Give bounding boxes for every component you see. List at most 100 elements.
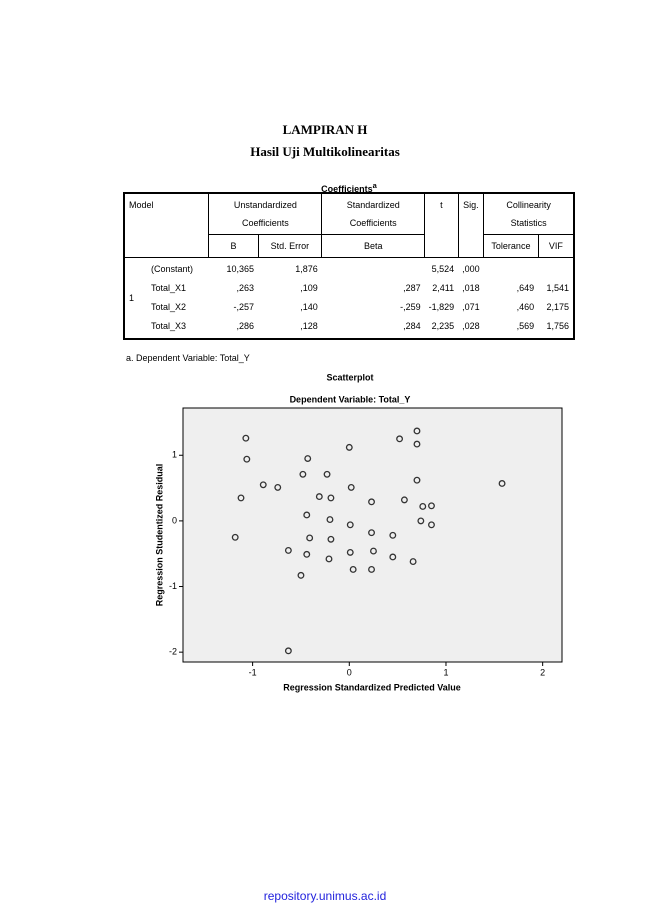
point [326,516,334,524]
x-tick-label: 2 [540,667,545,677]
point [325,555,333,563]
point [259,481,267,489]
point [413,476,421,484]
point [346,521,354,529]
th: Std. Error [257,234,323,258]
chart-title: Scatterplot [326,372,373,382]
y-tick-label: 0 [172,515,177,525]
cell: 10,365 [226,264,255,274]
point [428,521,435,529]
point [389,553,397,561]
point [417,517,425,525]
point [274,483,282,491]
cell: 1,876 [295,264,318,274]
th: Beta [321,234,426,258]
cell: ,028 [462,321,480,331]
point [243,455,251,463]
point [297,571,305,579]
cell: (Constant) [151,264,194,274]
table-row: Total_X1 ,263 ,109 ,287 2,411 ,018 ,649 1,541 [124,281,574,300]
cell: ,071 [462,302,480,312]
table-row: Total_X2 -,257 ,140 -,259 -1,829 ,071 ,460 2,17… [124,300,574,319]
point [498,480,506,487]
th: Unstandardized Coefficients [208,192,323,235]
point [327,535,335,543]
point [396,435,404,443]
cell: 2,411 [432,283,455,293]
y-tick-label: 1 [172,450,177,460]
point [303,550,311,558]
point [349,566,357,573]
point [284,546,292,554]
th: Standardized Coefficients [321,192,426,235]
cell [484,258,539,282]
point [409,558,417,566]
cell: ,649 [516,283,535,293]
cell: ,140 [300,302,318,312]
point [400,496,408,504]
cell [538,258,574,282]
cell: ,287 [403,283,421,293]
cell: Total_X3 [151,321,187,331]
point [389,531,397,539]
point [323,470,331,478]
th: Collinearity Statistics [483,192,575,235]
y-tick-label: -1 [169,581,177,591]
cell: ,128 [300,321,318,331]
point [368,498,375,506]
y-axis-label: Regression Studentized Residual [154,464,164,607]
point [347,483,355,491]
point [299,470,307,478]
x-axis-label: Regression Standardized Predicted Value [283,682,461,692]
subtitle: Hasil Uji Multikolinearitas [250,144,400,159]
title: LAMPIRAN H [282,122,368,137]
cell: ,109 [300,283,318,293]
point [413,440,421,448]
point [370,547,377,555]
point [315,493,323,501]
point [413,427,421,435]
x-tick-label: 0 [347,667,352,677]
cell: Total_X1 [151,283,187,293]
cell: 2,235 [431,321,455,331]
cell: ,569 [516,321,535,331]
cell: ,000 [462,264,480,274]
th: B [208,234,259,258]
point [231,533,239,541]
cell: Total_X2 [151,302,187,312]
point [304,455,312,462]
cell: -,257 [233,302,255,312]
point [242,434,250,442]
point [428,502,435,510]
chart: Scatterplot Dependent Variable: Total_Y … [154,372,563,692]
cell: ,263 [236,283,255,293]
cell: ,018 [462,283,480,293]
cell: 1,756 [546,321,569,331]
x-tick-label: -1 [249,667,257,677]
cell: -1,829 [428,302,455,312]
footer-url: repository.unimus.ac.id [263,889,387,903]
x-tick-label: 1 [443,667,448,677]
chart-subtitle: Dependent Variable: Total_Y [290,394,411,404]
caption: Coefficients [321,184,373,194]
th: Model [123,192,210,258]
cell: ,286 [236,321,255,331]
point [419,502,427,510]
cell: 1,541 [546,283,569,293]
table-caption: Coefficientsa [123,181,575,194]
th: VIF [537,234,575,258]
cell [322,258,425,282]
footnote: a. Dependent Variable: Total_Y [126,353,250,363]
th: Sig. [457,192,485,258]
table-row: 1 (Constant) 10,365 1,876 5,524 ,000 [124,258,574,303]
point [303,511,311,519]
cell: ,284 [403,321,421,331]
point [327,494,335,502]
point [345,443,353,451]
point [306,534,314,542]
th: t [424,192,459,258]
cell: ,460 [516,302,535,312]
point [346,548,354,556]
table-row: Total_X3 ,286 ,128 ,284 2,235 ,028 ,569 1,756 [124,319,574,339]
